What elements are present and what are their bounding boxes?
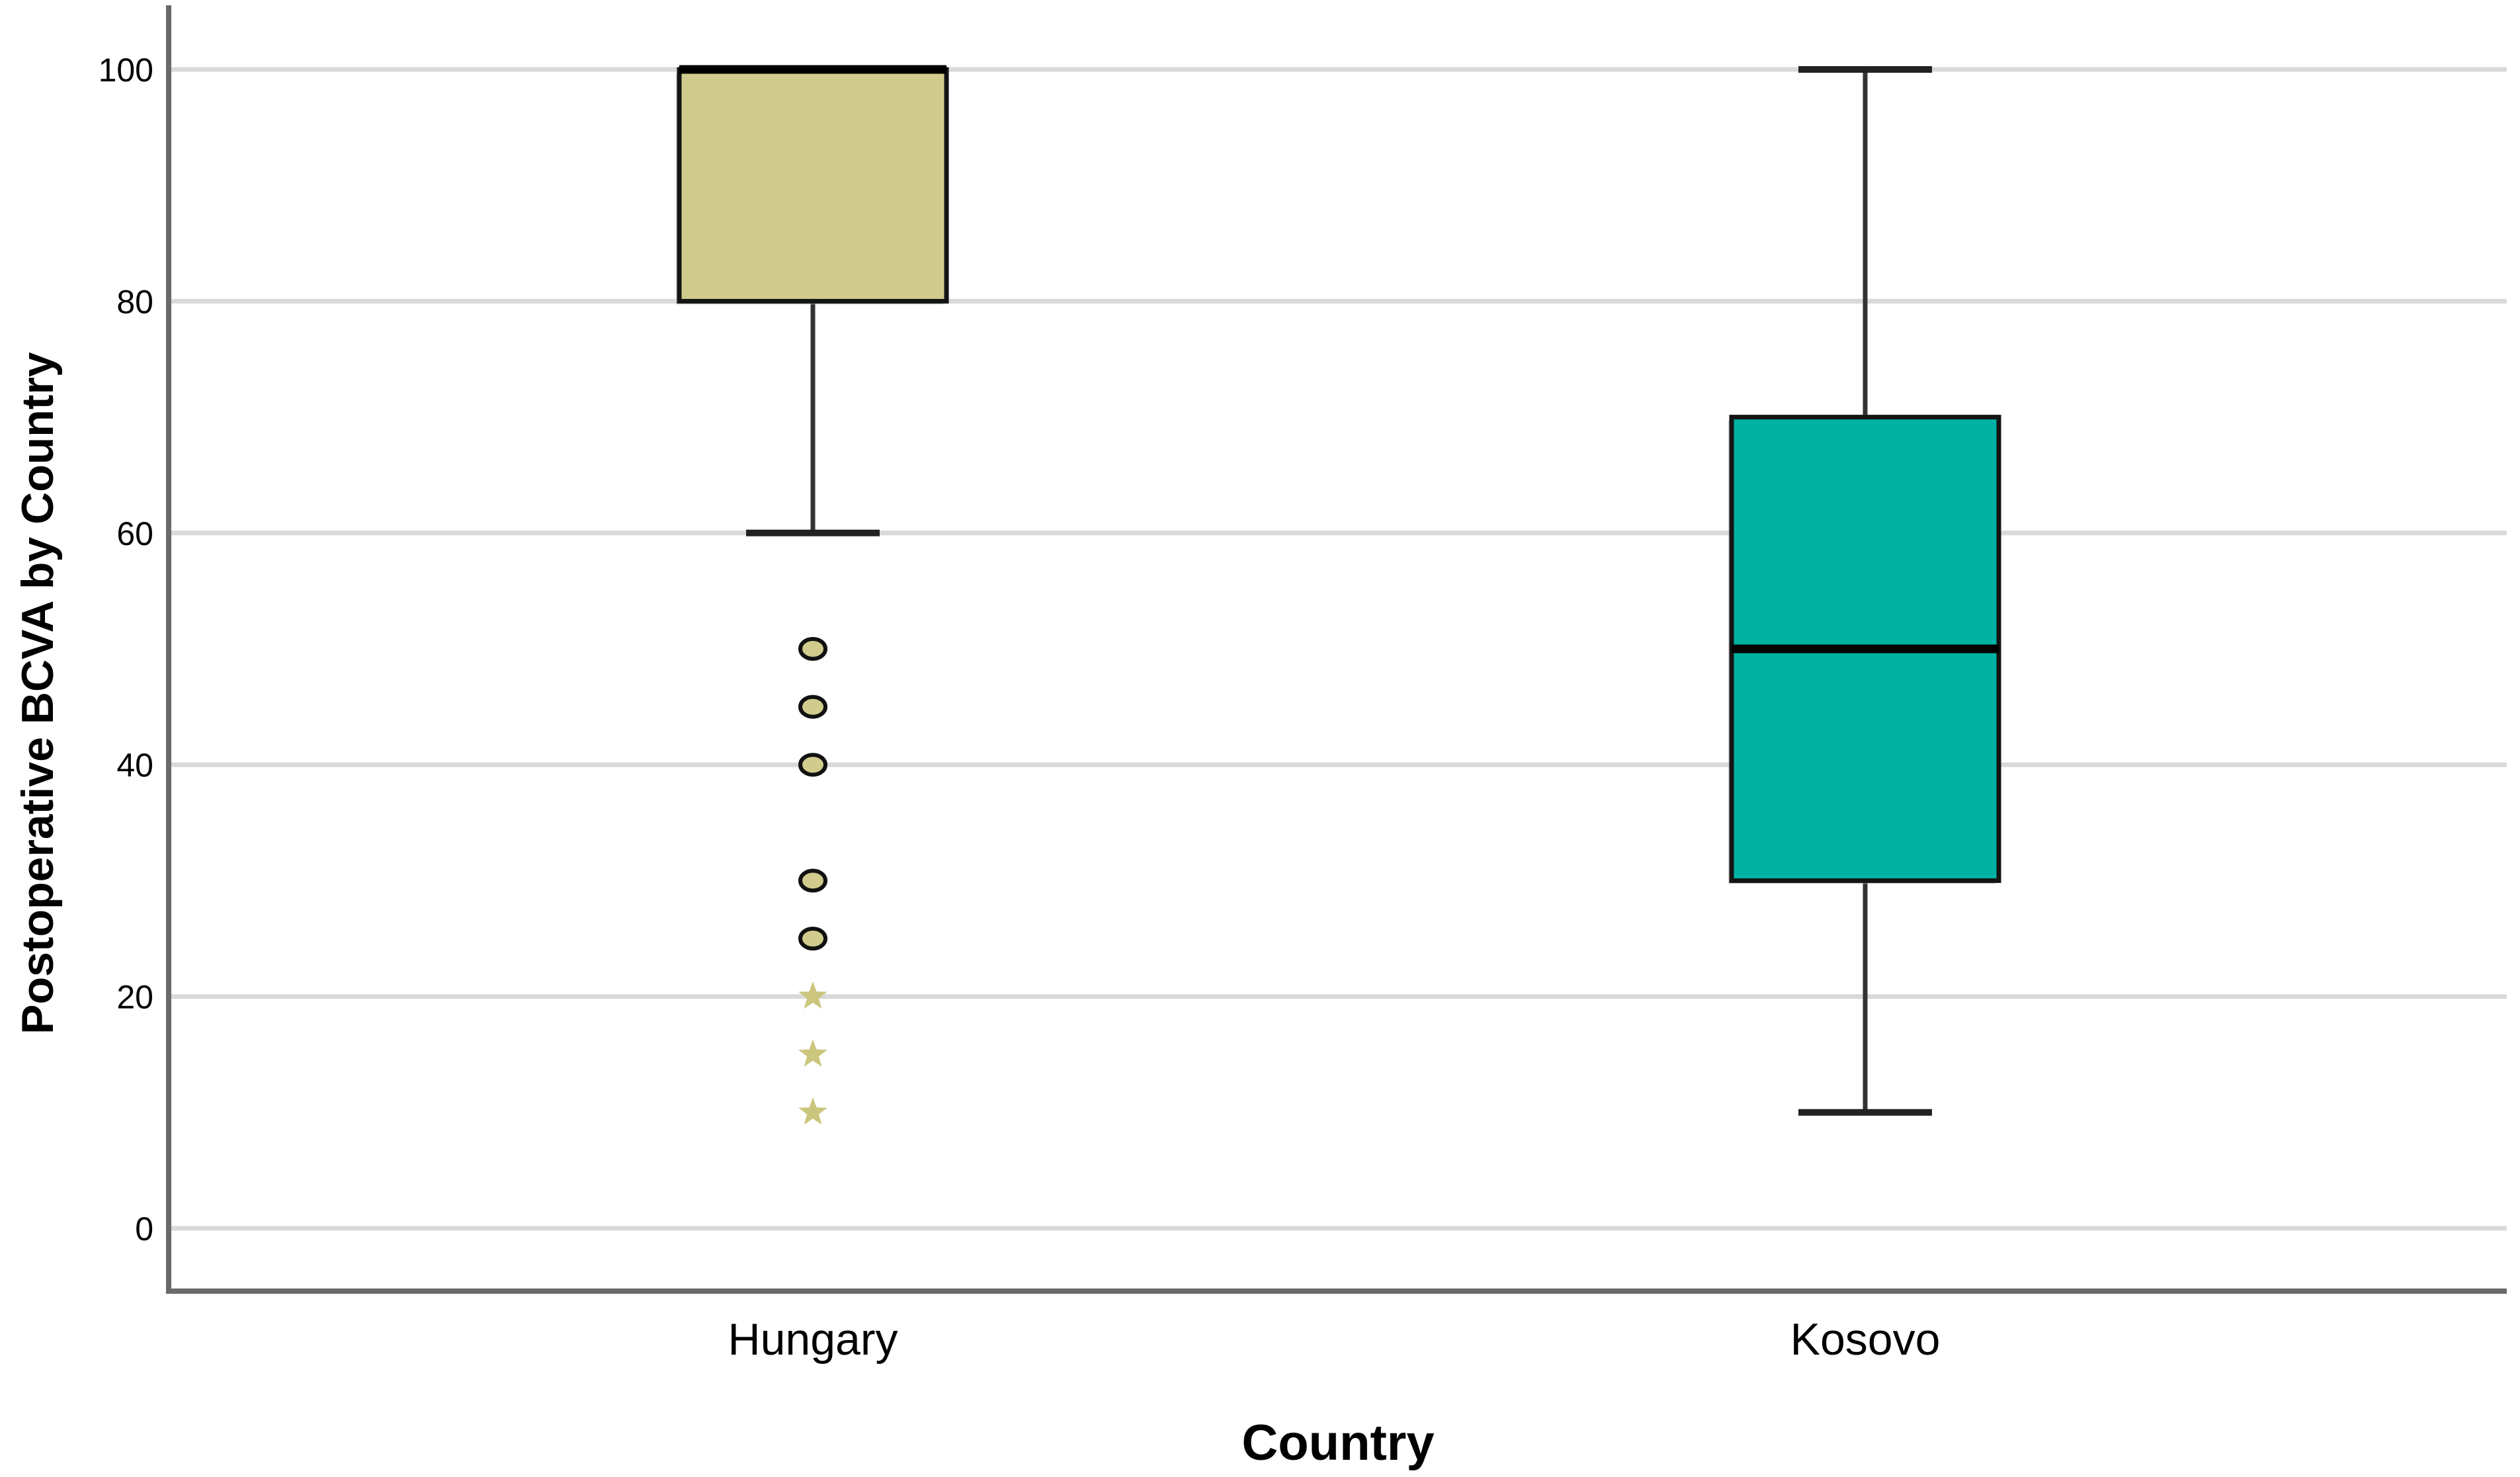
y-tick-label: 40 bbox=[116, 747, 153, 784]
x-axis-title: Country bbox=[1241, 1415, 1435, 1471]
outlier-star-hungary bbox=[798, 981, 827, 1009]
outlier-star-hungary bbox=[798, 1039, 827, 1067]
y-tick-label: 100 bbox=[99, 52, 153, 89]
y-tick-label: 60 bbox=[116, 515, 153, 552]
outlier-circle-hungary bbox=[798, 753, 827, 777]
outlier-star-hungary bbox=[798, 1097, 827, 1125]
outlier-circle-hungary bbox=[798, 695, 827, 719]
category-label-hungary: Hungary bbox=[728, 1314, 898, 1365]
outlier-circle-hungary bbox=[798, 637, 827, 661]
y-tick-label: 80 bbox=[116, 283, 153, 320]
outlier-circle-hungary bbox=[798, 868, 827, 893]
y-axis-title: Postoperative BCVA by Country bbox=[13, 352, 63, 1034]
y-tick-label: 20 bbox=[116, 979, 153, 1016]
category-label-kosovo: Kosovo bbox=[1790, 1314, 1941, 1365]
outlier-circle-hungary bbox=[798, 927, 827, 950]
y-tick-label: 0 bbox=[135, 1210, 153, 1247]
box-hungary bbox=[677, 67, 949, 304]
